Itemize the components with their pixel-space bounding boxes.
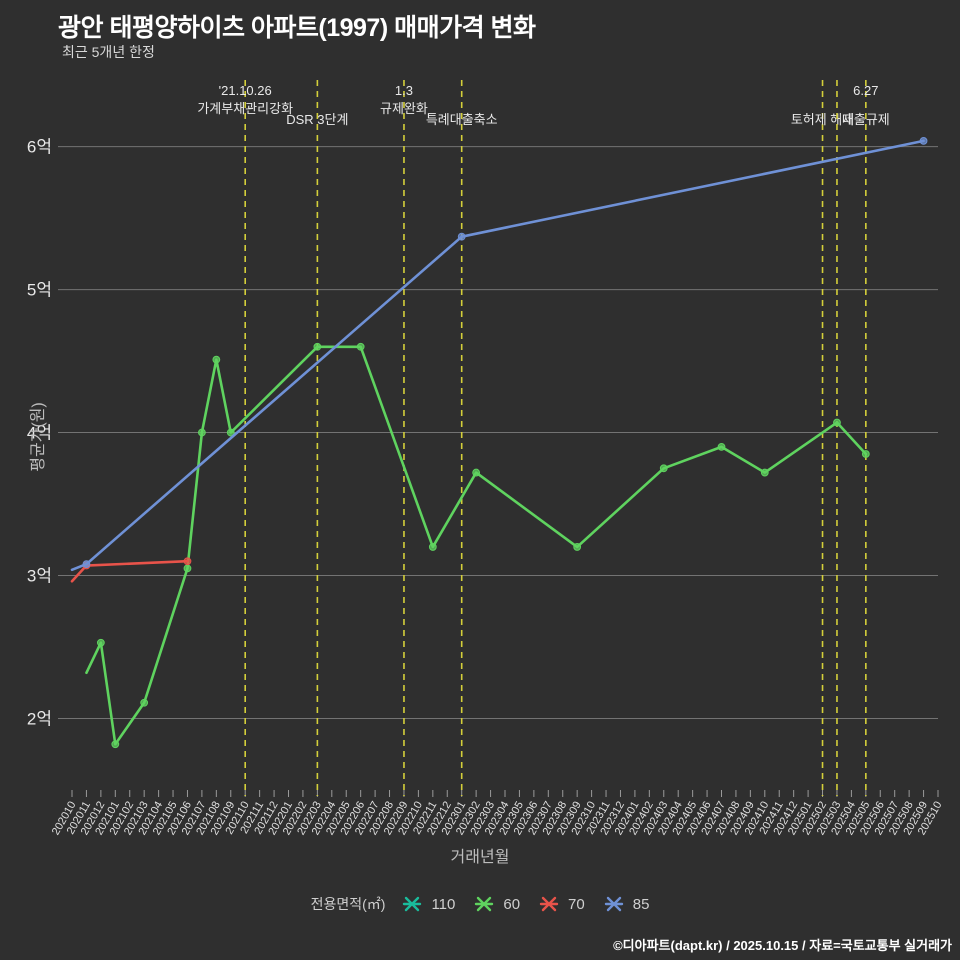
series-line-60	[85, 345, 868, 746]
y-axis-tick-label: 6억	[27, 138, 52, 157]
data-point-60[interactable]	[861, 450, 870, 458]
footer-credit: ©디아파트(dapt.kr) / 2025.10.15 / 자료=국토교통부 실…	[613, 938, 952, 953]
data-point-60[interactable]	[226, 428, 235, 437]
legend-label: 110	[431, 895, 456, 913]
data-point-85[interactable]	[457, 232, 466, 241]
legend-marker-icon	[475, 896, 494, 912]
data-point-60[interactable]	[198, 428, 206, 437]
event-label-bottom: 특례대출축소	[426, 112, 498, 127]
legend-marker-icon	[539, 896, 559, 912]
data-point-60[interactable]	[833, 418, 841, 427]
page-title: 광안 태평양하이츠 아파트(1997) 매매가격 변화	[58, 14, 536, 42]
event-label-bottom: 대출규제	[842, 112, 890, 127]
event-label-bottom: DSR 3단계	[286, 112, 348, 127]
event-label-bottom: 가계부채관리강화	[197, 101, 293, 116]
chart-legend: 전용면적(㎡) 110 60 70 85	[0, 893, 960, 915]
legend-item-110[interactable]: 110	[401, 893, 455, 915]
data-point-60[interactable]	[183, 564, 192, 573]
y-axis-tick-label: 3억	[27, 567, 52, 586]
series-line-85	[70, 139, 925, 572]
data-point-85[interactable]	[919, 136, 928, 145]
y-axis-tick-label: 2억	[27, 710, 52, 729]
x-axis-title: 거래년월	[450, 849, 510, 866]
legend-item-70[interactable]: 70	[538, 893, 585, 915]
legend-marker-icon	[403, 896, 422, 912]
legend-label: 85	[632, 895, 650, 913]
data-point-60[interactable]	[472, 468, 481, 477]
data-point-60[interactable]	[313, 342, 322, 351]
data-point-60[interactable]	[717, 442, 726, 451]
data-point-60[interactable]	[356, 342, 365, 351]
legend-item-85[interactable]: 85	[603, 893, 650, 915]
data-point-60[interactable]	[573, 543, 582, 551]
data-point-60[interactable]	[659, 464, 668, 473]
data-point-60[interactable]	[212, 355, 221, 364]
legend-label: 70	[568, 895, 585, 913]
data-point-70[interactable]	[183, 557, 192, 566]
data-point-60[interactable]	[760, 468, 769, 477]
y-axis-title: 평균가(원)	[30, 402, 47, 472]
data-point-60[interactable]	[111, 740, 120, 749]
event-label-bottom: 토허제 해제	[791, 112, 854, 127]
page-subtitle: 최근 5개년 한정	[62, 44, 155, 60]
y-axis-tick-label: 5억	[27, 281, 52, 300]
event-label-top: '21.10.26	[219, 83, 272, 98]
y-axis-tick-label: 4억	[27, 424, 52, 443]
event-label-bottom: 규제완화	[380, 101, 428, 116]
legend-marker-icon	[604, 896, 623, 912]
data-point-60[interactable]	[96, 638, 105, 647]
event-label-top: 1.3	[395, 83, 413, 98]
data-point-60[interactable]	[428, 543, 437, 551]
legend-label: 60	[503, 895, 521, 913]
data-point-85[interactable]	[82, 560, 91, 568]
data-point-60[interactable]	[140, 698, 149, 707]
event-label-top: 6.27	[853, 83, 878, 98]
legend-title: 전용면적(㎡)	[310, 896, 386, 912]
legend-item-60[interactable]: 60	[473, 893, 520, 915]
